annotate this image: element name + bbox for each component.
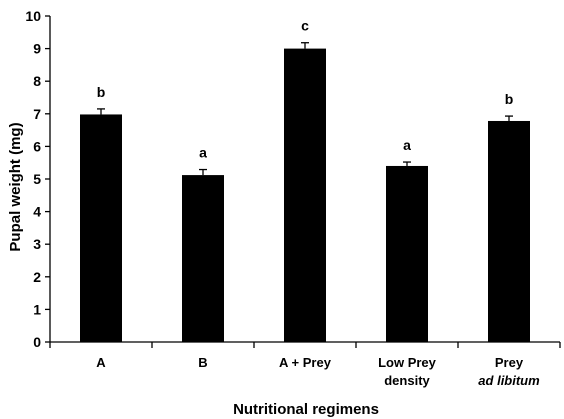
y-tick-label: 3 [33, 236, 41, 252]
bars: b a c a b [80, 18, 530, 343]
bar [284, 48, 326, 342]
x-tick-label: ad libitum [478, 373, 540, 388]
bar [488, 120, 530, 342]
x-axis-title: Nutritional regimens [233, 401, 379, 418]
y-axis-title: Pupal weight (mg) [7, 122, 24, 251]
significance-label: a [199, 145, 207, 161]
y-tick-label: 2 [33, 269, 41, 285]
y-tick-label: 6 [33, 138, 41, 154]
x-tick-label: A + Prey [279, 355, 332, 370]
x-tick-label: Low Prey [378, 355, 437, 370]
x-tick-label: density [384, 373, 430, 388]
y-tick-label: 1 [33, 301, 41, 317]
significance-label: b [505, 91, 514, 107]
y-tick-label: 10 [25, 8, 41, 24]
y-tick-label: 7 [33, 106, 41, 122]
y-tick-label: 4 [33, 204, 41, 220]
x-axis: A B A + Prey Low Prey density Prey ad libitum [49, 341, 561, 388]
significance-label: a [403, 137, 411, 153]
bar [80, 114, 122, 343]
y-tick-label: 0 [33, 334, 41, 350]
y-tick-label: 5 [33, 171, 41, 187]
y-tick-label: 9 [33, 41, 41, 57]
significance-label: b [97, 84, 106, 100]
bar [182, 175, 224, 342]
y-axis: 0 1 2 3 4 5 6 7 8 9 10 [25, 8, 51, 350]
x-tick-label: B [198, 355, 207, 370]
x-tick-label: Prey [495, 355, 524, 370]
y-tick-label: 8 [33, 73, 41, 89]
x-tick-label: A [96, 355, 106, 370]
bar [386, 165, 428, 342]
significance-label: c [301, 18, 309, 34]
